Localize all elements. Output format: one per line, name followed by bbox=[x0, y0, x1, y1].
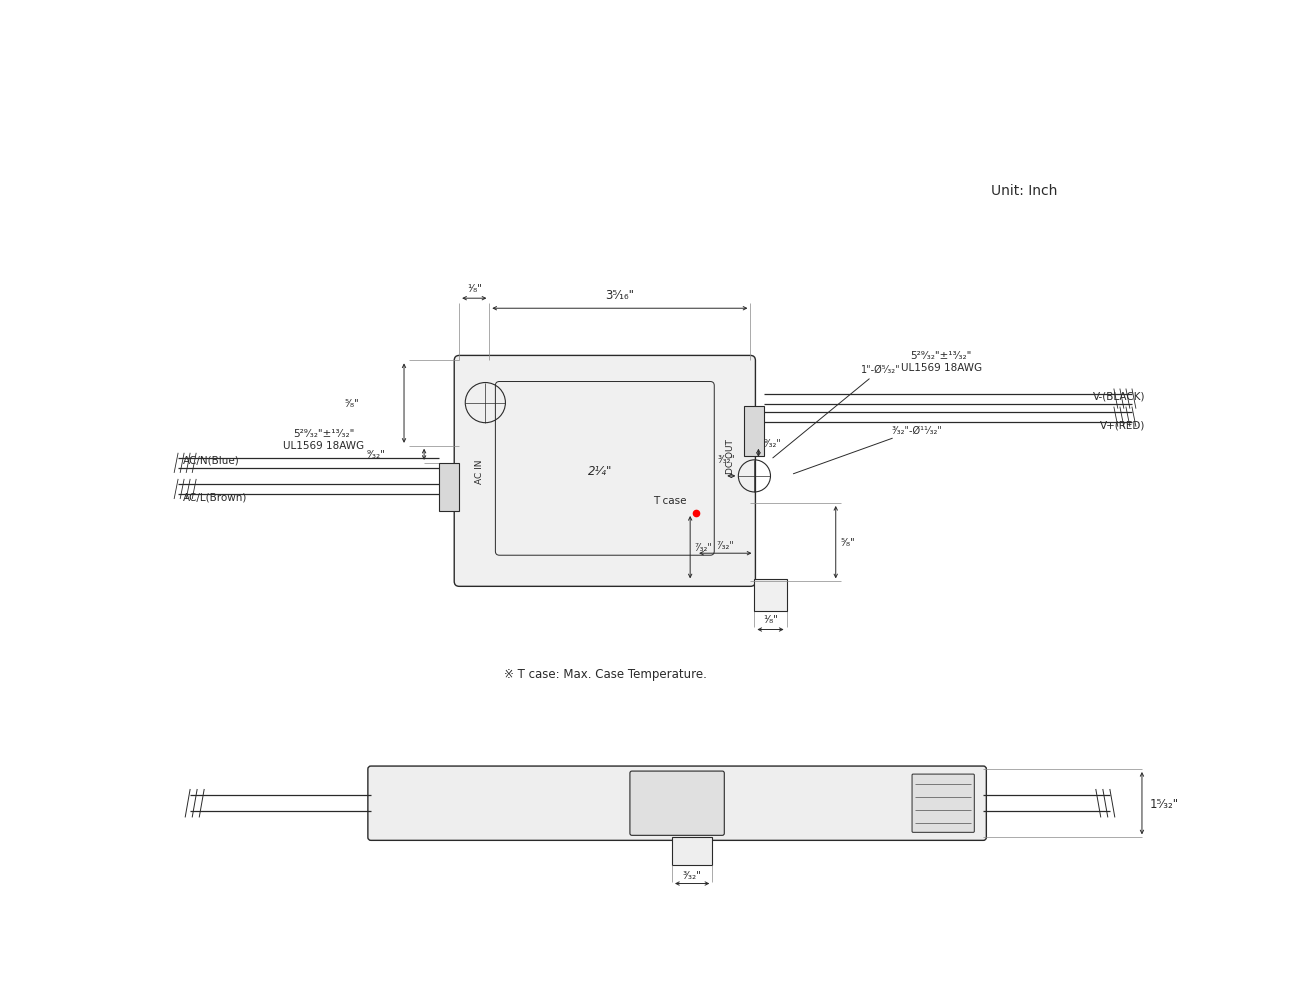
Text: ⁷⁄₃₂": ⁷⁄₃₂" bbox=[694, 543, 712, 553]
Text: AC IN: AC IN bbox=[474, 459, 484, 483]
Text: ⁵⁄₈": ⁵⁄₈" bbox=[344, 399, 359, 408]
Bar bbox=[754, 580, 786, 612]
Text: AC/L(Brown): AC/L(Brown) bbox=[183, 492, 247, 503]
Text: 5²⁹⁄₃₂"±¹³⁄₃₂": 5²⁹⁄₃₂"±¹³⁄₃₂" bbox=[292, 428, 355, 438]
Text: ※ T case: Max. Case Temperature.: ※ T case: Max. Case Temperature. bbox=[504, 668, 707, 680]
Text: ³⁄₃₂": ³⁄₃₂" bbox=[682, 870, 702, 880]
Bar bbox=[672, 838, 712, 866]
Text: 5²⁹⁄₃₂"±¹³⁄₃₂": 5²⁹⁄₃₂"±¹³⁄₃₂" bbox=[910, 351, 972, 361]
Text: ⁷⁄₃₂": ⁷⁄₃₂" bbox=[716, 541, 734, 551]
Bar bbox=[439, 463, 459, 512]
FancyBboxPatch shape bbox=[368, 766, 987, 841]
Text: ⁵⁄₈": ⁵⁄₈" bbox=[841, 538, 855, 548]
Text: ³⁄₃₂"-Ø¹¹⁄₃₂": ³⁄₃₂"-Ø¹¹⁄₃₂" bbox=[793, 425, 942, 474]
Text: AC/N(Blue): AC/N(Blue) bbox=[183, 455, 240, 465]
Text: ⁹⁄₃₂": ⁹⁄₃₂" bbox=[367, 450, 386, 459]
Text: DC OUT: DC OUT bbox=[725, 439, 734, 473]
FancyBboxPatch shape bbox=[454, 356, 755, 587]
Text: ³⁄₃₂": ³⁄₃₂" bbox=[718, 454, 736, 464]
Text: T case: T case bbox=[653, 495, 686, 506]
Text: V+(RED): V+(RED) bbox=[1100, 420, 1145, 430]
Text: 1"-Ø⁵⁄₃₂": 1"-Ø⁵⁄₃₂" bbox=[772, 365, 901, 458]
Bar bbox=[745, 406, 764, 456]
Text: ¹⁄₈": ¹⁄₈" bbox=[467, 284, 482, 294]
Text: 1⁵⁄₃₂": 1⁵⁄₃₂" bbox=[1150, 797, 1179, 809]
Text: UL1569 18AWG: UL1569 18AWG bbox=[901, 363, 982, 373]
FancyBboxPatch shape bbox=[630, 771, 724, 835]
Text: 2¹⁄₄": 2¹⁄₄" bbox=[588, 465, 612, 477]
Text: 3⁵⁄₁₆": 3⁵⁄₁₆" bbox=[606, 289, 634, 302]
Text: Unit: Inch: Unit: Inch bbox=[992, 184, 1058, 198]
FancyBboxPatch shape bbox=[913, 774, 974, 832]
Text: ¹⁄₈": ¹⁄₈" bbox=[763, 615, 777, 625]
Text: ⁹⁄₃₂": ⁹⁄₃₂" bbox=[763, 438, 781, 448]
Text: V-(BLACK): V-(BLACK) bbox=[1092, 391, 1145, 401]
Text: UL1569 18AWG: UL1569 18AWG bbox=[283, 440, 364, 450]
